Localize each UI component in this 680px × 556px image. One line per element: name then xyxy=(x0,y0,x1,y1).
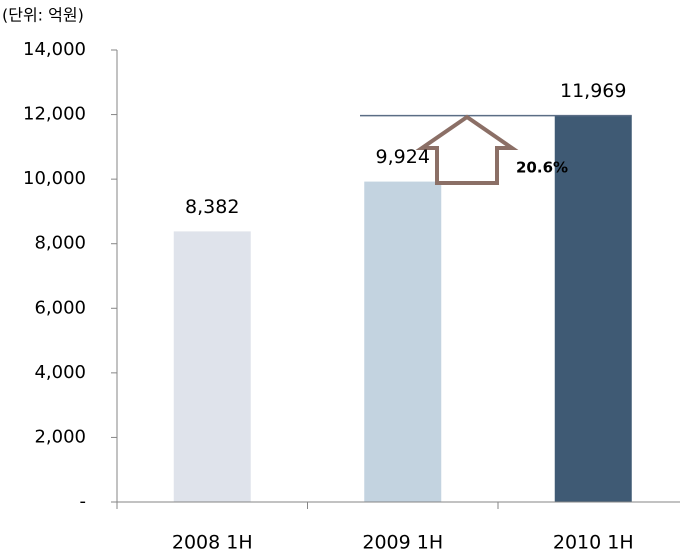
x-tick-label: 2010 1H xyxy=(553,532,634,554)
value-label: 11,969 xyxy=(560,80,626,102)
y-tick-label: 2,000 xyxy=(34,426,86,447)
y-tick-label: 8,000 xyxy=(34,233,86,254)
y-tick-label: 4,000 xyxy=(34,362,86,383)
growth-annotation: 20.6% xyxy=(516,159,568,177)
y-tick-label: 10,000 xyxy=(23,168,86,189)
value-label: 8,382 xyxy=(185,196,239,218)
growth-arrow xyxy=(415,114,519,185)
y-tick-label: - xyxy=(80,491,87,512)
x-tick-label: 2009 1H xyxy=(362,532,443,554)
bar xyxy=(364,181,442,503)
unit-label: (단위: 억원) xyxy=(2,6,84,25)
y-tick-label: 12,000 xyxy=(23,104,86,125)
y-tick-label: 6,000 xyxy=(34,297,86,318)
x-tick-label: 2008 1H xyxy=(172,532,253,554)
value-label: 9,924 xyxy=(376,146,430,168)
bar xyxy=(173,231,251,502)
y-tick-label: 14,000 xyxy=(23,39,86,60)
bar xyxy=(554,115,632,502)
